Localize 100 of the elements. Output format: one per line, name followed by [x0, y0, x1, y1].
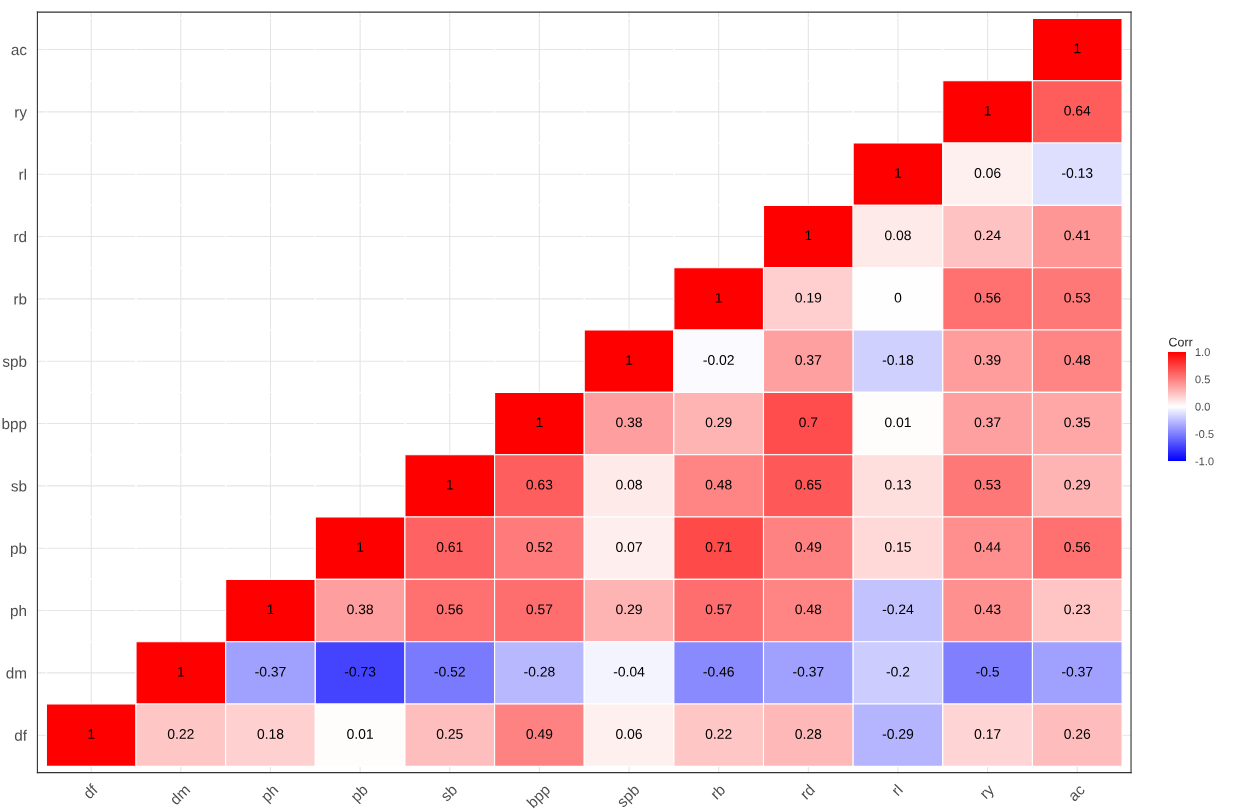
- x-tick-label: ph: [260, 783, 281, 805]
- data-label: 0.38: [616, 417, 642, 428]
- data-label: -0.02: [703, 355, 734, 365]
- data-label: 0.43: [974, 604, 1001, 615]
- data-label: 0.23: [1064, 604, 1091, 615]
- data-label: -0.2: [886, 666, 910, 677]
- data-label: 1: [715, 292, 722, 303]
- data-label: 0.28: [795, 729, 822, 739]
- data-label: 0.49: [526, 729, 553, 739]
- color-bar-label: 0.0: [1195, 402, 1210, 411]
- data-label: 0.01: [347, 729, 373, 739]
- data-label: 1: [984, 105, 991, 116]
- y-tick-label: ry: [15, 109, 27, 121]
- data-label: 0.06: [974, 168, 1001, 178]
- data-label: 0.61: [436, 542, 463, 552]
- data-label: 0.13: [884, 479, 911, 490]
- y-tick-label: pb: [10, 542, 27, 557]
- data-label: -0.29: [882, 729, 914, 739]
- data-label: 0.17: [974, 729, 1001, 739]
- data-label: 1: [626, 355, 633, 365]
- data-label: 0.56: [974, 292, 1001, 303]
- data-label: 1: [267, 604, 274, 615]
- data-label: 0.07: [616, 542, 642, 552]
- data-label: 0.53: [974, 479, 1001, 490]
- data-label: 0.39: [974, 355, 1001, 365]
- data-label: 1: [895, 168, 902, 178]
- color-bar-label: -1.0: [1195, 457, 1214, 466]
- y-tick-label: spb: [2, 355, 27, 370]
- y-tick-label: rd: [14, 231, 27, 243]
- data-label: 0.57: [526, 604, 553, 615]
- data-label: 0.44: [974, 542, 1001, 552]
- data-label: 0.65: [795, 479, 822, 490]
- data-label: 0.22: [705, 729, 732, 739]
- data-label: 0.29: [1064, 479, 1091, 490]
- x-tick-label: ry: [980, 785, 998, 802]
- data-label: -0.52: [434, 666, 465, 677]
- data-label: 0.48: [795, 604, 822, 615]
- data-label: 0: [894, 292, 902, 303]
- data-label: -0.37: [793, 666, 824, 677]
- y-tick-label: dm: [6, 667, 26, 679]
- y-tick-label: sb: [11, 480, 27, 492]
- data-label: 0.52: [526, 542, 553, 552]
- data-label: 1: [1074, 43, 1081, 54]
- x-tick-label: dm: [168, 783, 191, 806]
- data-label: 0.29: [616, 604, 642, 615]
- y-tick-label: bpp: [2, 418, 27, 433]
- data-label: -0.28: [524, 666, 555, 677]
- data-label: 0.24: [974, 230, 1001, 241]
- data-label: 0.19: [795, 292, 822, 303]
- y-tick-label: ac: [11, 46, 27, 56]
- data-label: -0.13: [1062, 168, 1093, 178]
- x-tick-label: df: [82, 782, 99, 800]
- x-tick-label: spb: [615, 783, 643, 809]
- x-tick-label: rb: [709, 783, 726, 800]
- data-label: 1: [805, 230, 812, 241]
- data-label: 0.15: [884, 542, 911, 552]
- data-label: 0.48: [705, 479, 732, 490]
- data-label: 0.38: [347, 604, 374, 615]
- data-label: 0.56: [436, 604, 463, 615]
- x-tick-label: ac: [1068, 785, 1086, 802]
- data-label: 0.06: [616, 729, 642, 739]
- data-label: 1: [446, 479, 453, 490]
- data-label: 0.35: [1064, 417, 1091, 428]
- data-label: 0.18: [257, 729, 284, 739]
- data-label: 1: [357, 542, 364, 552]
- y-tick-label: rb: [14, 293, 27, 305]
- data-label: 0.71: [705, 542, 732, 552]
- data-label: 0.53: [1064, 292, 1091, 303]
- data-label: 0.08: [884, 230, 911, 241]
- x-tick-label: rl: [890, 783, 904, 797]
- data-label: 0.08: [616, 479, 642, 490]
- data-label: 0.37: [974, 417, 1001, 428]
- data-label: 0.37: [795, 355, 822, 365]
- x-tick-label: rd: [799, 783, 816, 800]
- data-label: 0.56: [1064, 542, 1091, 552]
- data-label: -0.37: [255, 666, 286, 677]
- data-label: 0.48: [1064, 355, 1091, 365]
- data-label: 0.63: [526, 479, 553, 490]
- data-label: -0.73: [344, 666, 376, 677]
- color-bar-label: -0.5: [1195, 430, 1214, 438]
- x-tick-label: pb: [349, 783, 371, 805]
- data-label: -0.18: [882, 355, 914, 365]
- color-bar-label: 0.5: [1195, 375, 1210, 384]
- y-tick-label: ph: [10, 604, 26, 620]
- data-label: -0.24: [882, 604, 914, 615]
- data-label: 0.57: [705, 604, 732, 615]
- data-label: 0.49: [795, 542, 822, 552]
- data-label: 1: [536, 417, 543, 428]
- data-label: 0.01: [884, 417, 911, 428]
- y-tick-label: df: [14, 729, 28, 741]
- y-tick-label: rl: [19, 168, 26, 180]
- data-label: -0.5: [976, 666, 999, 677]
- data-label: 0.41: [1064, 230, 1091, 241]
- x-tick-label: sb: [439, 783, 458, 803]
- data-label: 0.26: [1064, 729, 1091, 739]
- data-label: -0.46: [703, 666, 734, 677]
- data-label: -0.04: [613, 666, 645, 677]
- data-label: 0.22: [167, 729, 194, 739]
- x-tick-label: bpp: [526, 783, 553, 809]
- data-label: -0.37: [1062, 666, 1093, 677]
